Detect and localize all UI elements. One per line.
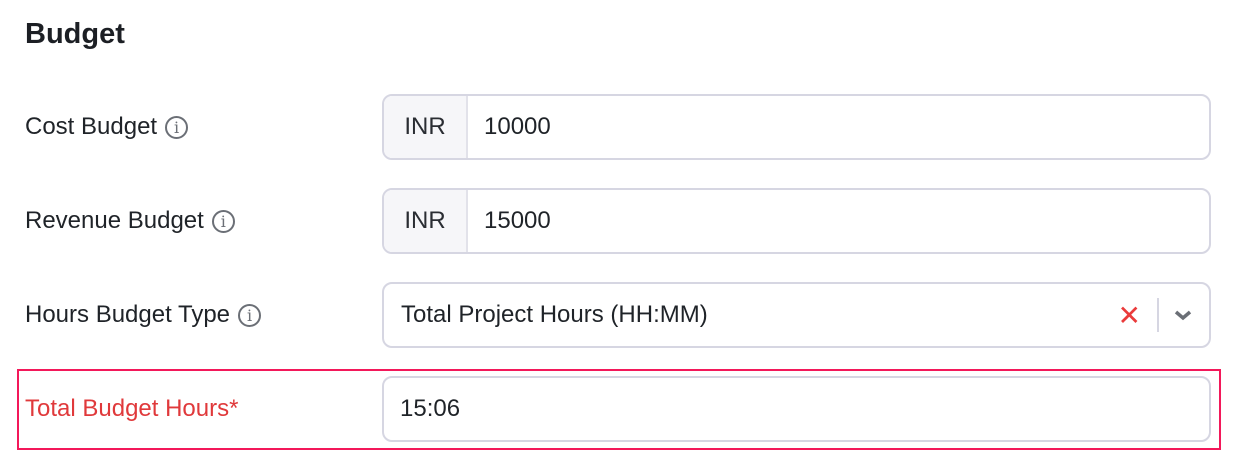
cost-budget-label-text: Cost Budget	[25, 113, 158, 140]
revenue-budget-label: Revenue Budget i	[25, 188, 235, 254]
hours-budget-type-label-text: Hours Budget Type	[25, 301, 231, 328]
cost-budget-input[interactable]: 10000	[484, 113, 551, 140]
currency-prefix: INR	[384, 96, 468, 158]
revenue-budget-row: Revenue Budget i INR 15000	[0, 188, 1242, 254]
total-budget-hours-input[interactable]: 15:06	[400, 395, 461, 422]
total-budget-hours-field[interactable]: 15:06	[382, 376, 1211, 442]
hours-budget-type-select[interactable]: Total Project Hours (HH:MM) ✕	[382, 282, 1211, 348]
info-icon[interactable]: i	[165, 115, 189, 139]
total-budget-hours-label: Total Budget Hours*	[25, 395, 239, 422]
currency-prefix: INR	[384, 190, 468, 252]
divider	[1157, 298, 1159, 332]
clear-icon[interactable]: ✕	[1117, 299, 1141, 331]
cost-budget-label: Cost Budget i	[25, 94, 189, 160]
hours-budget-type-label: Hours Budget Type i	[25, 282, 262, 348]
revenue-budget-label-text: Revenue Budget	[25, 207, 204, 234]
hours-budget-type-row: Hours Budget Type i Total Project Hours (…	[0, 282, 1242, 348]
revenue-budget-field: INR 15000	[382, 188, 1211, 254]
info-icon[interactable]: i	[238, 303, 262, 327]
cost-budget-field: INR 10000	[382, 94, 1211, 160]
error-highlight	[17, 369, 1221, 450]
cost-budget-row: Cost Budget i INR 10000	[0, 94, 1242, 160]
selected-value: Total Project Hours (HH:MM)	[401, 301, 708, 328]
chevron-down-icon[interactable]	[1171, 309, 1195, 321]
revenue-budget-input[interactable]: 15000	[484, 207, 551, 234]
info-icon[interactable]: i	[211, 209, 235, 233]
section-title: Budget	[25, 18, 125, 50]
total-budget-hours-row: Total Budget Hours* 15:06	[0, 376, 1242, 442]
